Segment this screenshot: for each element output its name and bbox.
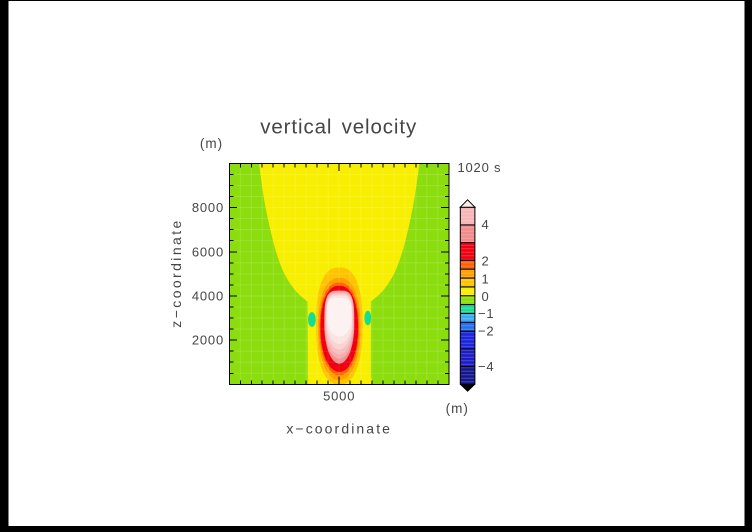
- svg-text:−1: −1: [478, 306, 494, 321]
- svg-text:x−coordinate: x−coordinate: [286, 420, 392, 436]
- svg-text:1: 1: [482, 271, 490, 286]
- svg-text:0: 0: [482, 289, 490, 304]
- svg-text:2000: 2000: [192, 333, 224, 348]
- svg-text:−4: −4: [478, 359, 494, 374]
- svg-text:5000: 5000: [323, 388, 355, 403]
- svg-text:z−coordinate: z−coordinate: [168, 218, 184, 327]
- svg-text:4000: 4000: [192, 289, 224, 304]
- svg-text:8000: 8000: [192, 200, 224, 215]
- svg-text:(m): (m): [200, 136, 223, 151]
- svg-text:−2: −2: [478, 323, 494, 338]
- svg-text:vertical velocity: vertical velocity: [260, 116, 417, 139]
- svg-text:(m): (m): [446, 401, 469, 416]
- svg-text:1020 s: 1020 s: [458, 160, 502, 175]
- svg-text:6000: 6000: [192, 244, 224, 259]
- svg-text:2: 2: [482, 254, 490, 269]
- svg-text:4: 4: [482, 217, 490, 232]
